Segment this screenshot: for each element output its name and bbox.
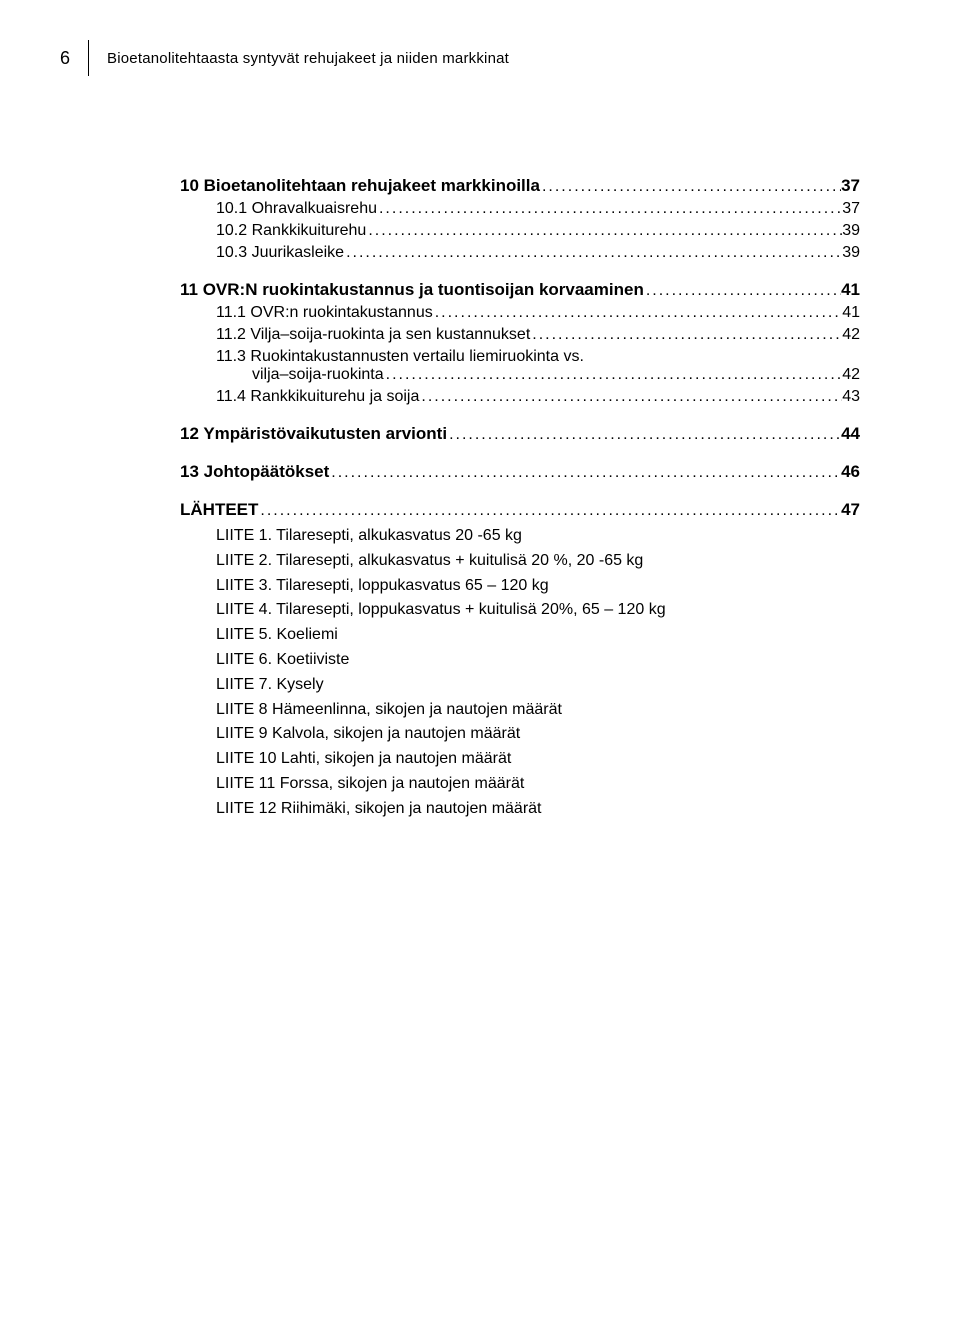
toc-leader-dots bbox=[366, 222, 842, 240]
toc-page: 41 bbox=[841, 280, 860, 300]
page-number: 6 bbox=[60, 48, 70, 69]
toc-heading-12: 12 Ympäristövaikutusten arvionti 44 bbox=[180, 424, 860, 444]
toc-title: 10.2 Rankkikuiturehu bbox=[216, 222, 366, 240]
toc-leader-dots bbox=[377, 200, 842, 218]
toc-leader-dots bbox=[540, 178, 841, 196]
toc-page: 39 bbox=[842, 244, 860, 262]
toc-title: 13 Johtopäätökset bbox=[180, 462, 329, 482]
toc-leader-dots bbox=[419, 388, 842, 406]
toc-item: 11.2 Vilja–soija-ruokinta ja sen kustann… bbox=[180, 326, 860, 344]
toc-page: 39 bbox=[842, 222, 860, 240]
toc-heading-10: 10 Bioetanolitehtaan rehujakeet markkino… bbox=[180, 176, 860, 196]
toc-heading-11: 11 OVR:N ruokintakustannus ja tuontisoij… bbox=[180, 280, 860, 300]
toc-page: 41 bbox=[842, 304, 860, 322]
toc-leader-dots bbox=[530, 326, 842, 344]
toc-title: LÄHTEET bbox=[180, 500, 258, 520]
appendix-item: LIITE 8 Hämeenlinna, sikojen ja nautojen… bbox=[216, 698, 860, 723]
toc-title: 10 Bioetanolitehtaan rehujakeet markkino… bbox=[180, 176, 540, 196]
toc-page: 42 bbox=[842, 366, 860, 384]
page-header: 6 Bioetanolitehtaasta syntyvät rehujakee… bbox=[60, 40, 860, 76]
toc-title: vilja–soija-ruokinta bbox=[252, 366, 384, 384]
header-divider bbox=[88, 40, 89, 76]
toc-page: 43 bbox=[842, 388, 860, 406]
appendix-item: LIITE 7. Kysely bbox=[216, 673, 860, 698]
appendix-item: LIITE 5. Koeliemi bbox=[216, 623, 860, 648]
appendix-item: LIITE 2. Tilaresepti, alkukasvatus + kui… bbox=[216, 549, 860, 574]
toc-page: 37 bbox=[841, 176, 860, 196]
appendix-item: LIITE 12 Riihimäki, sikojen ja nautojen … bbox=[216, 797, 860, 822]
toc-title: 11.4 Rankkikuiturehu ja soija bbox=[216, 388, 419, 406]
toc-page: 37 bbox=[842, 200, 860, 218]
toc-leader-dots bbox=[329, 464, 841, 482]
toc-heading-13: 13 Johtopäätökset 46 bbox=[180, 462, 860, 482]
toc-page: 42 bbox=[842, 326, 860, 344]
appendix-item: LIITE 3. Tilaresepti, loppukasvatus 65 –… bbox=[216, 574, 860, 599]
toc-leader-dots bbox=[433, 304, 842, 322]
toc-page: 44 bbox=[841, 424, 860, 444]
toc-title: 11 OVR:N ruokintakustannus ja tuontisoij… bbox=[180, 280, 644, 300]
appendix-item: LIITE 4. Tilaresepti, loppukasvatus + ku… bbox=[216, 598, 860, 623]
toc-item: 10.3 Juurikasleike 39 bbox=[180, 244, 860, 262]
appendix-item: LIITE 11 Forssa, sikojen ja nautojen mää… bbox=[216, 772, 860, 797]
toc-page: 47 bbox=[841, 500, 860, 520]
toc-title: 11.2 Vilja–soija-ruokinta ja sen kustann… bbox=[216, 326, 530, 344]
running-title: Bioetanolitehtaasta syntyvät rehujakeet … bbox=[107, 50, 509, 67]
table-of-contents: 10 Bioetanolitehtaan rehujakeet markkino… bbox=[180, 176, 860, 822]
toc-item: 11.4 Rankkikuiturehu ja soija 43 bbox=[180, 388, 860, 406]
appendix-list: LIITE 1. Tilaresepti, alkukasvatus 20 -6… bbox=[216, 524, 860, 822]
toc-title: 12 Ympäristövaikutusten arvionti bbox=[180, 424, 447, 444]
toc-item: 10.2 Rankkikuiturehu 39 bbox=[180, 222, 860, 240]
toc-title: 11.3 Ruokintakustannusten vertailu liemi… bbox=[216, 348, 584, 366]
toc-heading-lahteet: LÄHTEET 47 bbox=[180, 500, 860, 520]
toc-item: 10.1 Ohravalkuaisrehu 37 bbox=[180, 200, 860, 218]
appendix-item: LIITE 10 Lahti, sikojen ja nautojen määr… bbox=[216, 747, 860, 772]
toc-title: 11.1 OVR:n ruokintakustannus bbox=[216, 304, 433, 322]
toc-leader-dots bbox=[344, 244, 842, 262]
toc-page: 46 bbox=[841, 462, 860, 482]
appendix-item: LIITE 9 Kalvola, sikojen ja nautojen mää… bbox=[216, 722, 860, 747]
appendix-item: LIITE 6. Koetiiviste bbox=[216, 648, 860, 673]
toc-title: 10.3 Juurikasleike bbox=[216, 244, 344, 262]
appendix-item: LIITE 1. Tilaresepti, alkukasvatus 20 -6… bbox=[216, 524, 860, 549]
toc-leader-dots bbox=[258, 502, 841, 520]
toc-item: 11.1 OVR:n ruokintakustannus 41 bbox=[180, 304, 860, 322]
toc-leader-dots bbox=[384, 366, 843, 384]
toc-item-continuation: vilja–soija-ruokinta 42 bbox=[180, 366, 860, 384]
toc-title: 10.1 Ohravalkuaisrehu bbox=[216, 200, 377, 218]
toc-item: 11.3 Ruokintakustannusten vertailu liemi… bbox=[180, 348, 860, 366]
toc-leader-dots bbox=[644, 282, 841, 300]
toc-leader-dots bbox=[447, 426, 841, 444]
document-page: 6 Bioetanolitehtaasta syntyvät rehujakee… bbox=[0, 0, 960, 862]
